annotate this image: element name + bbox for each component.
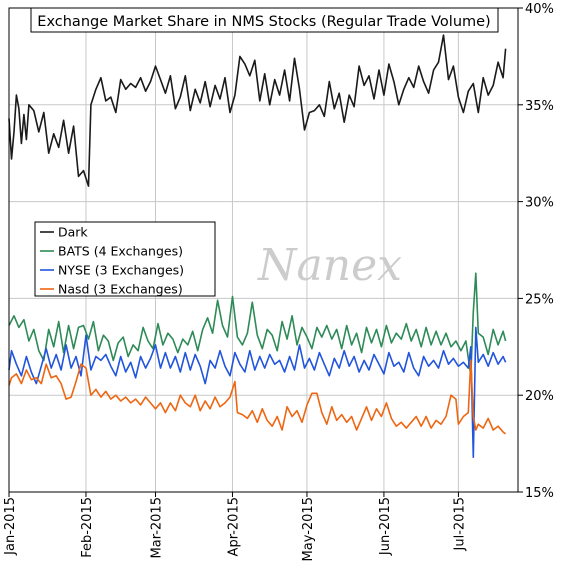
legend-label: Nasd (3 Exchanges) [58,282,183,297]
legend-label: NYSE (3 Exchanges) [58,263,184,278]
series-line-1 [8,272,507,377]
x-tick-label: Jan-2015 [3,497,18,556]
y-axis: 40% 35% 30% 25% 20% 15% [518,2,554,501]
series-line-0 [8,34,507,187]
series-line-3 [8,359,507,435]
legend: Dark BATS (4 Exchanges) NYSE (3 Exchanges)… [34,221,216,297]
y-tick-label: 35% [525,99,554,114]
x-tick-label: Feb-2015 [80,497,95,558]
x-tick-label: May-2015 [301,497,316,561]
y-tick-label: 15% [525,486,554,501]
gridlines [8,7,518,493]
legend-label: BATS (4 Exchanges) [58,244,183,259]
chart-title: Exchange Market Share in NMS Stocks (Reg… [37,14,490,30]
x-tick-label: Mar-2015 [149,497,164,558]
y-tick-label: 40% [525,2,554,17]
title-frame [30,7,499,33]
y-tick-label: 30% [525,196,554,211]
watermark: Nanex [257,240,402,291]
series-lines [8,34,507,459]
y-tick-label: 25% [525,292,554,307]
y-tick-label: 20% [525,389,554,404]
series-line-2 [8,326,507,459]
x-axis: Jan-2015 Feb-2015 Mar-2015 Apr-2015 May-2015… [3,492,467,561]
legend-frame [34,221,216,297]
legend-label: Dark [58,225,88,240]
x-tick-label: Jul-2015 [452,497,467,551]
x-tick-label: Apr-2015 [226,497,241,556]
x-tick-label: Jun-2015 [378,497,393,556]
title-box: Exchange Market Share in NMS Stocks (Reg… [30,7,499,33]
